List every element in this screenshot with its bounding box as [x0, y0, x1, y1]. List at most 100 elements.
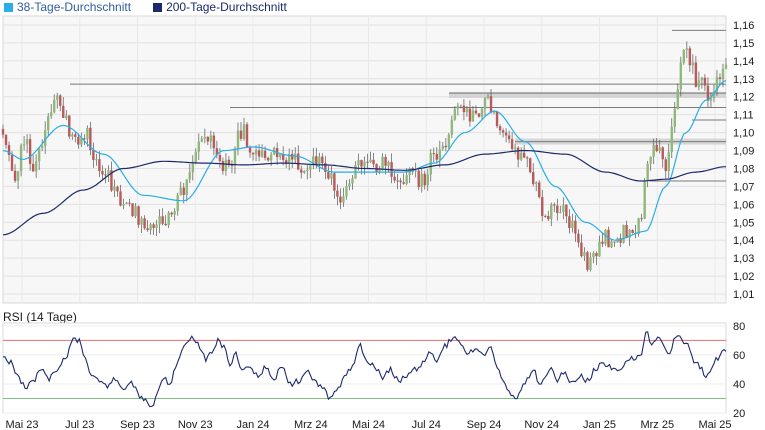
candle-body [498, 126, 502, 131]
candle-body [92, 149, 95, 160]
price-y-tick-label: 1,01 [733, 289, 754, 301]
candle-body [212, 135, 216, 149]
candle-body [206, 136, 210, 142]
price-y-tick-label: 1,13 [733, 74, 754, 86]
ma38-swatch [4, 2, 13, 12]
candle-body [544, 215, 547, 217]
candle-body [31, 163, 35, 172]
candle-body [71, 134, 74, 137]
candle-body [43, 130, 47, 146]
x-tick-label: Jul 24 [412, 419, 441, 430]
candle-body [128, 202, 131, 204]
candle-body [492, 111, 496, 113]
price-y-tick-label: 1,08 [733, 163, 754, 175]
candle-body [622, 224, 625, 243]
candle-body [462, 105, 466, 113]
candle-body [592, 252, 595, 258]
candle-body [535, 182, 538, 185]
candle-body [209, 135, 213, 142]
ma200-line [2, 149, 727, 236]
candle-body [414, 170, 417, 172]
candle-body [137, 206, 140, 225]
candle-body [468, 108, 472, 122]
x-tick-label: Jul 23 [65, 419, 94, 430]
candle-body [550, 204, 553, 220]
candle-body [477, 113, 481, 117]
candle-body [712, 91, 716, 99]
candle-body [200, 138, 204, 142]
candle-body [239, 130, 243, 139]
candle-body [519, 152, 523, 160]
candle-body [655, 145, 658, 152]
candle-body [495, 111, 499, 127]
candle-body [218, 154, 222, 162]
candle-body [263, 150, 267, 158]
candle-body [640, 218, 643, 220]
candle-body [562, 204, 565, 213]
candle-body [95, 159, 98, 161]
candle-body [83, 138, 86, 140]
candle-body [7, 145, 11, 155]
candle-body [483, 97, 487, 109]
ma38-line [2, 80, 727, 241]
price-y-tick-label: 1,04 [733, 235, 754, 247]
x-tick-label: Mrz 25 [640, 419, 674, 430]
candle-body [676, 89, 679, 109]
candle-body [682, 49, 686, 63]
price-y-tick-label: 1,02 [733, 271, 754, 283]
candle-body [417, 170, 420, 188]
candle-body [438, 149, 442, 160]
candle-body [98, 159, 101, 172]
candle-body [221, 161, 225, 171]
ma38-legend-label: 38-Tage-Durchschnitt [17, 0, 132, 14]
candle-body [233, 148, 237, 166]
candle-body [65, 115, 68, 118]
candle-body [215, 148, 219, 155]
candle-body [525, 157, 529, 159]
candle-body [628, 229, 631, 238]
candle-body [504, 132, 508, 136]
candle-body [351, 178, 354, 184]
candle-body [559, 212, 562, 214]
candle-body [37, 148, 41, 162]
candle-body [586, 252, 589, 270]
rsi-panel: 80 60 40 20 [2, 321, 745, 420]
candle-body [709, 98, 713, 101]
price-panel: 1,16 1,15 1,14 1,13 1,12 1,11 1,10 1,09 1,08 1,07… [1, 15, 754, 304]
candle-body [507, 135, 511, 140]
candle-body [155, 224, 158, 228]
candle-body [22, 144, 26, 146]
candle-body [158, 216, 161, 225]
x-tick-label: Mai 23 [5, 419, 38, 430]
candle-body [399, 180, 402, 183]
candle-body [619, 238, 622, 243]
candle-body [46, 116, 50, 131]
x-tick-label: Jan 24 [236, 419, 269, 430]
candle-body [170, 212, 173, 215]
candle-body [284, 160, 288, 164]
candle-body [194, 151, 197, 162]
rsi-plot-area [2, 322, 727, 414]
candle-body [260, 150, 264, 157]
candle-body [685, 48, 689, 50]
candle-body [604, 229, 607, 244]
candle-body [369, 159, 372, 163]
candle-body [474, 110, 478, 114]
rsi-y-tick-label: 20 [733, 408, 745, 420]
candle-body [16, 171, 20, 181]
candle-body [721, 68, 725, 80]
candle-body [528, 158, 532, 173]
candle-body [589, 257, 592, 270]
candle-body [40, 145, 44, 149]
candle-body [161, 216, 164, 224]
candle-body [480, 108, 484, 117]
candle-body [245, 124, 249, 148]
candle-body [571, 220, 574, 229]
candle-body [706, 85, 710, 101]
candle-body [227, 159, 231, 166]
candle-body [101, 171, 104, 175]
price-y-tick-label: 1,15 [733, 38, 754, 50]
candle-body [646, 163, 649, 181]
candle-body [34, 161, 38, 172]
